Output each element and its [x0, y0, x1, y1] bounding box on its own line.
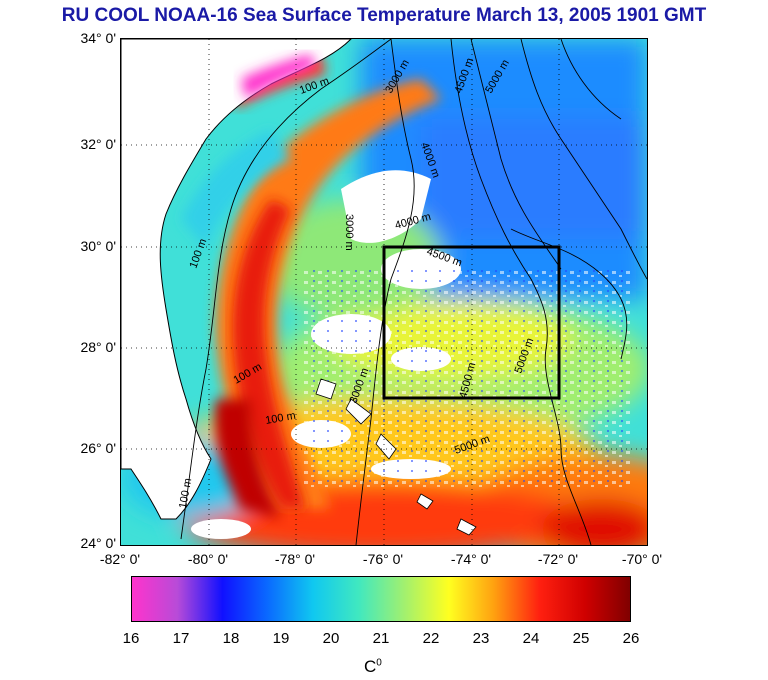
contour-label: 100 m [264, 410, 296, 427]
bathymetry-contours [180, 39, 647, 545]
lat-label: 28° 0' [80, 339, 116, 355]
lon-label: -76° 0' [362, 551, 404, 567]
study-region-box [382, 245, 561, 400]
lat-label: 30° 0' [80, 238, 116, 254]
lon-label: -72° 0' [537, 551, 579, 567]
lon-label: -82° 0' [99, 551, 141, 567]
colorbar-unit: C0 [364, 657, 382, 676]
contour-label: 3000 m [343, 214, 355, 251]
lat-label: 24° 0' [80, 535, 116, 551]
lat-label: 32° 0' [80, 136, 116, 152]
colorbar-tick: 18 [222, 630, 240, 647]
colorbar-tick: 25 [572, 630, 590, 647]
lon-label: -80° 0' [187, 551, 229, 567]
colorbar-tick: 23 [472, 630, 490, 647]
colorbar-tick: 20 [322, 630, 340, 647]
bahamas-islands [315, 378, 477, 536]
colorbar-tick: 22 [422, 630, 440, 647]
colorbar [131, 576, 631, 622]
colorbar-tick: 17 [172, 630, 190, 647]
lon-label: -74° 0' [450, 551, 492, 567]
contour-label: 100 m [177, 477, 194, 509]
lat-label: 34° 0' [80, 30, 116, 46]
colorbar-tick: 26 [622, 630, 640, 647]
lon-label: -70° 0' [621, 551, 663, 567]
map-title: RU COOL NOAA-16 Sea Surface Temperature … [61, 5, 707, 26]
colorbar-tick: 19 [272, 630, 290, 647]
lat-label: 26° 0' [80, 440, 116, 456]
sst-map: 100 m 3000 m 4500 m 5000 m 4000 m 3000 m… [120, 38, 648, 546]
colorbar-tick: 21 [372, 630, 390, 647]
lon-label: -78° 0' [274, 551, 316, 567]
sst-map-canvas: 100 m 3000 m 4500 m 5000 m 4000 m 3000 m… [121, 39, 647, 545]
colorbar-tick: 16 [122, 630, 140, 647]
colorbar-tick: 24 [522, 630, 540, 647]
